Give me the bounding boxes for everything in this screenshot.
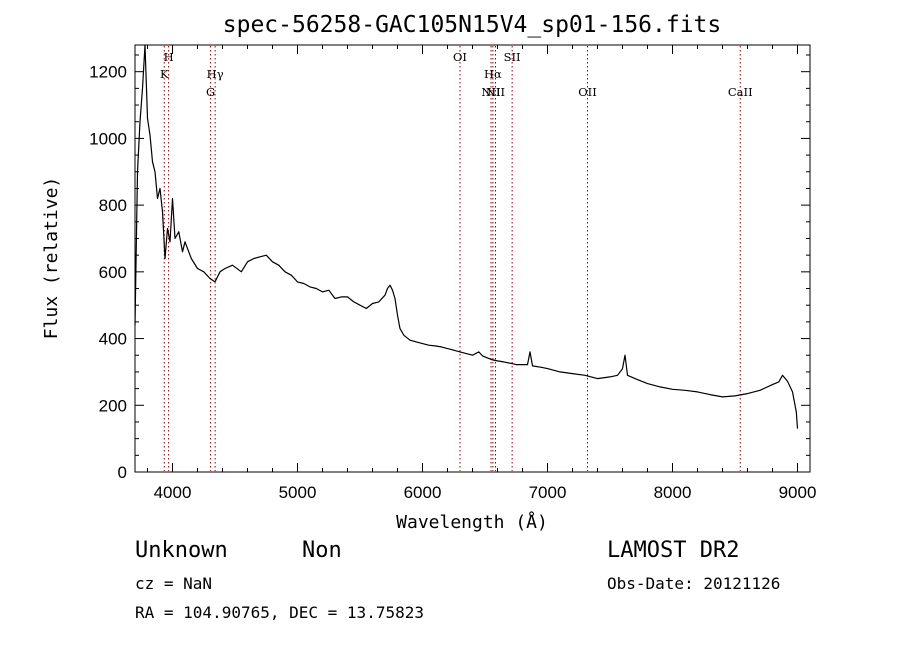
x-axis-label: Wavelength (Å) bbox=[396, 511, 548, 533]
y-tick-label: 400 bbox=[99, 330, 127, 349]
spectral-line-label: OI bbox=[453, 50, 467, 64]
spectral-line-label: NII bbox=[486, 85, 505, 99]
axis-ticks: 4000 5000 6000 7000 8000 9000 0 200 400 600 800 100… bbox=[89, 45, 816, 502]
y-axis-label: Flux (relative) bbox=[41, 177, 62, 340]
classification-text: Unknown bbox=[135, 538, 228, 563]
spectral-line-label: H bbox=[164, 50, 174, 64]
x-tick-label: 8000 bbox=[654, 483, 692, 502]
redshift-text: cz = NaN bbox=[135, 574, 213, 593]
y-tick-label: 200 bbox=[99, 396, 127, 415]
line-labels: KH G Hγ OI NII Hα NII SII OII CaII bbox=[160, 50, 753, 99]
chart-title: spec-56258-GAC105N15V4_sp01-156.fits bbox=[223, 12, 722, 38]
y-tick-label: 800 bbox=[99, 196, 127, 215]
spectral-line-label: SII bbox=[504, 50, 521, 64]
spectral-line-label: G bbox=[206, 85, 215, 99]
x-tick-label: 6000 bbox=[404, 483, 442, 502]
spectral-line-label: NII bbox=[481, 85, 500, 99]
y-tick-label: 1200 bbox=[89, 63, 127, 82]
subclass-text: Non bbox=[302, 538, 342, 563]
emission-lines bbox=[163, 46, 741, 471]
x-tick-label: 4000 bbox=[154, 483, 192, 502]
spectral-line-label: OII bbox=[578, 85, 597, 99]
x-tick-label: 9000 bbox=[779, 483, 817, 502]
y-tick-label: 1000 bbox=[89, 129, 127, 148]
obs-date-text: Obs-Date: 20121126 bbox=[607, 574, 781, 593]
spectral-line-label: Hγ bbox=[207, 67, 224, 81]
plot-frame bbox=[134, 44, 811, 473]
y-tick-label: 0 bbox=[118, 463, 127, 482]
spectral-line-label: CaII bbox=[728, 85, 753, 99]
y-tick-label: 600 bbox=[99, 263, 127, 282]
spectral-line-label: Hα bbox=[484, 67, 502, 81]
x-tick-label: 7000 bbox=[529, 483, 567, 502]
spectrum-line bbox=[134, 44, 799, 429]
x-tick-label: 5000 bbox=[279, 483, 317, 502]
survey-text: LAMOST DR2 bbox=[607, 538, 740, 563]
coordinates-text: RA = 104.90765, DEC = 13.75823 bbox=[135, 603, 424, 622]
spectral-line-label: K bbox=[160, 67, 169, 81]
